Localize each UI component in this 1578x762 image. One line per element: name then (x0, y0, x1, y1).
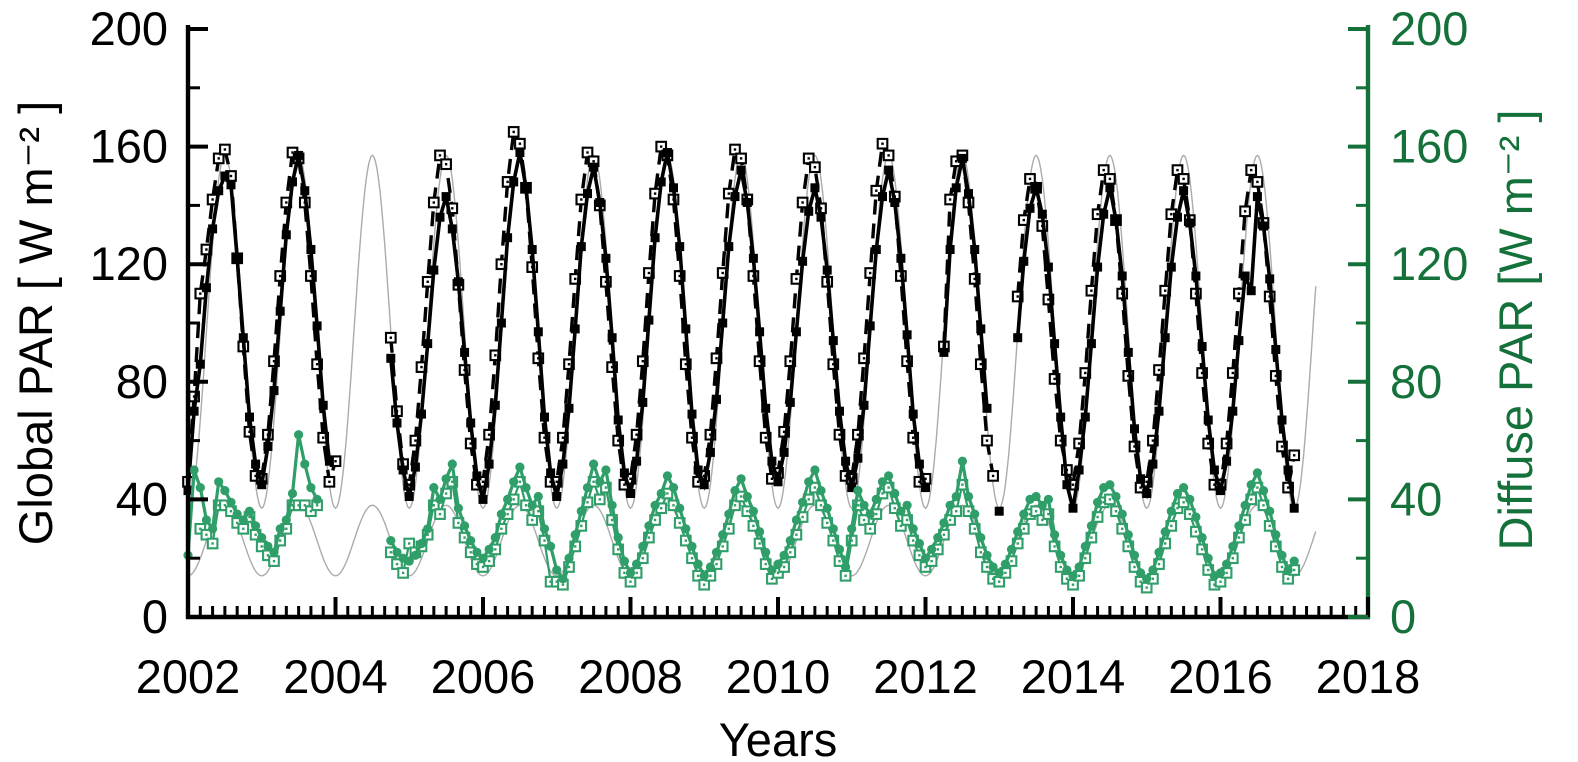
svg-text:40: 40 (116, 472, 168, 525)
axes-layer: 2002 2004 2006 2008 2010 2012 2014 2016 2018 0 0 40… (90, 2, 1469, 703)
fit-and-series-layer (182, 126, 1317, 594)
svg-text:2016: 2016 (1168, 650, 1273, 703)
svg-text:80: 80 (1390, 355, 1442, 408)
diffuse-par-solid-filled-circles (183, 430, 1299, 584)
svg-text:160: 160 (90, 120, 168, 173)
svg-text:2012: 2012 (873, 650, 978, 703)
global-par-sine-fit (187, 154, 1317, 510)
svg-text:2004: 2004 (283, 650, 388, 703)
svg-text:2014: 2014 (1021, 650, 1126, 703)
svg-text:120: 120 (90, 237, 168, 290)
svg-text:160: 160 (1390, 120, 1468, 173)
svg-text:0: 0 (142, 590, 168, 643)
svg-text:2008: 2008 (578, 650, 683, 703)
svg-text:2002: 2002 (136, 650, 241, 703)
svg-text:200: 200 (90, 2, 168, 55)
svg-text:0: 0 (1390, 590, 1416, 643)
svg-text:200: 200 (1390, 2, 1468, 55)
svg-text:2018: 2018 (1316, 650, 1421, 703)
svg-text:80: 80 (116, 355, 168, 408)
global-par-dashed-open-squares (182, 126, 1301, 494)
x-axis-title: Years (718, 713, 838, 762)
right-axis-title: Diffuse PAR [W m⁻² ] (1489, 109, 1542, 551)
svg-text:2010: 2010 (726, 650, 831, 703)
svg-text:2006: 2006 (431, 650, 536, 703)
left-axis-title: Global PAR [ W m⁻² ] (9, 100, 62, 546)
svg-text:120: 120 (1390, 237, 1468, 290)
global-par-solid-filled-squares (183, 148, 1299, 516)
svg-text:40: 40 (1390, 472, 1442, 525)
